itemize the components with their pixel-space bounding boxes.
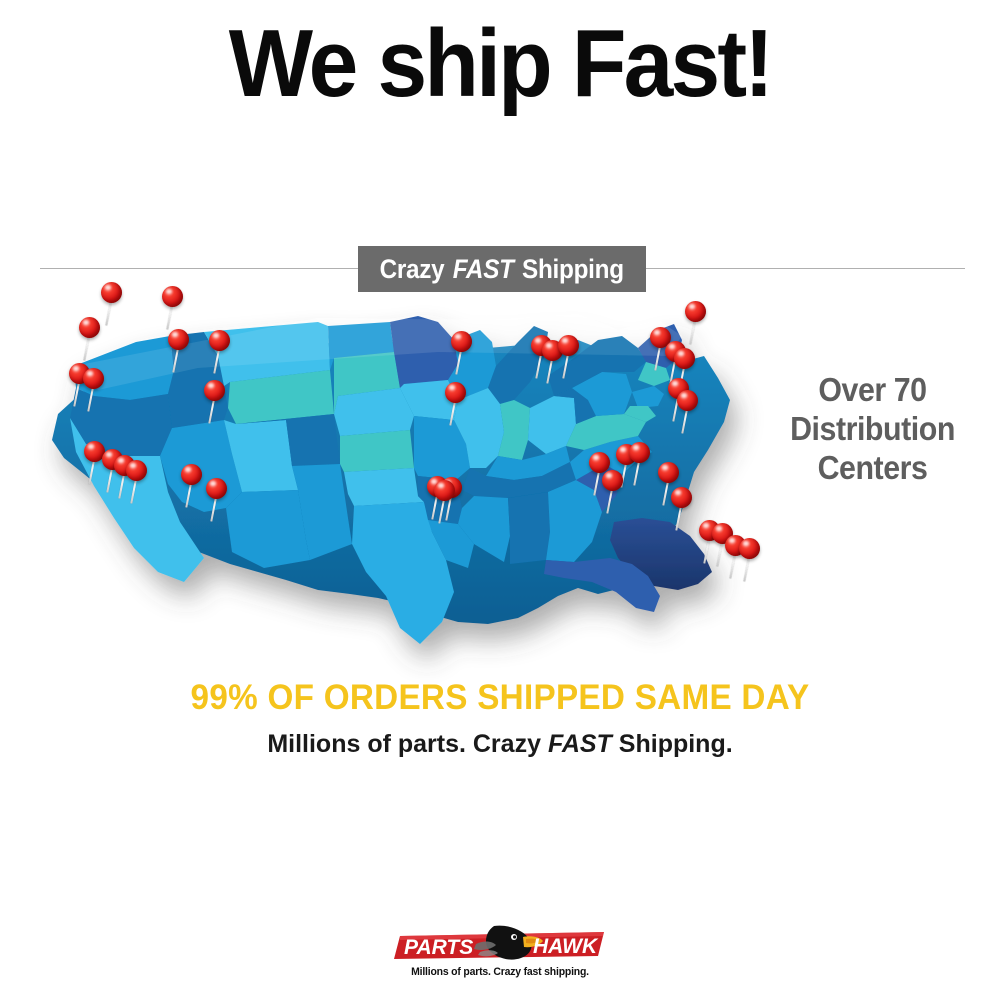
us-distribution-map bbox=[18, 282, 788, 686]
hawk-icon bbox=[474, 925, 543, 960]
banner-label: Crazy FAST Shipping bbox=[380, 254, 624, 285]
callout-line-1: Over 70 bbox=[818, 371, 927, 408]
sub-emphasis: FAST bbox=[547, 730, 612, 758]
sub-suffix: Shipping. bbox=[618, 730, 733, 758]
us-map-graphic bbox=[52, 314, 730, 644]
page-title: We ship Fast! bbox=[228, 10, 774, 117]
banner-emphasis: FAST bbox=[453, 253, 515, 284]
logo-word-right: HAWK bbox=[533, 935, 599, 958]
sub-headline: Millions of parts. Crazy FAST Shipping. bbox=[0, 730, 1000, 759]
callout-line-3: Centers bbox=[817, 449, 928, 486]
partshawk-logo[interactable]: PARTS HAWK Millions of parts. Crazy fast… bbox=[390, 922, 610, 984]
banner-prefix: Crazy bbox=[379, 253, 445, 284]
logo-word-left: PARTS bbox=[404, 936, 473, 959]
same-day-headline: 99% OF ORDERS SHIPPED SAME DAY bbox=[190, 678, 810, 717]
distribution-centers-callout: Over 70 Distribution Centers bbox=[769, 370, 976, 487]
banner-suffix: Shipping bbox=[522, 253, 625, 284]
logo-graphic: PARTS HAWK bbox=[394, 925, 604, 960]
logo-tagline: Millions of parts. Crazy fast shipping. bbox=[411, 966, 589, 978]
callout-line-2: Distribution bbox=[790, 410, 955, 447]
sub-prefix: Millions of parts. Crazy bbox=[267, 730, 541, 758]
banner-crazy-fast-shipping: Crazy FAST Shipping bbox=[358, 246, 646, 292]
